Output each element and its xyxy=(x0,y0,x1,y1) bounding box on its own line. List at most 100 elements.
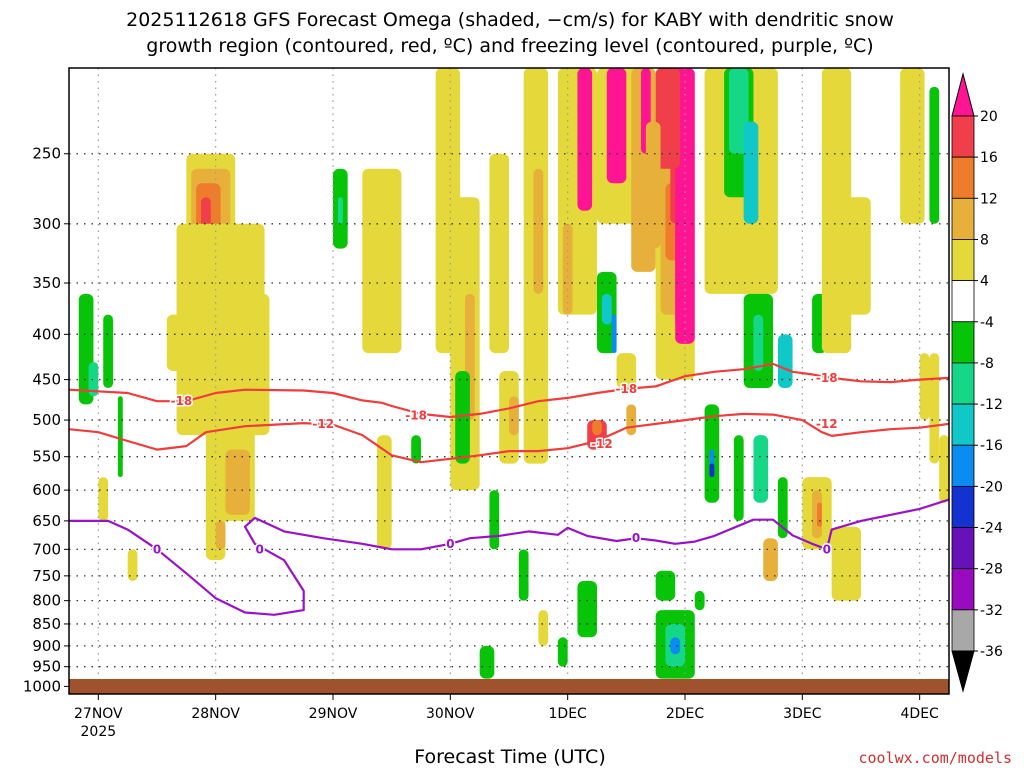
y-tick-label: 350 xyxy=(32,274,61,292)
omega-cell xyxy=(538,610,549,646)
contour-line-dgz_-18 xyxy=(69,362,949,419)
x-tick-label: 27NOV xyxy=(74,706,123,722)
omega-cell xyxy=(337,197,343,224)
x-tick-label: 29NOV xyxy=(309,706,358,722)
contour-label: 0 xyxy=(446,537,454,551)
colorbar-bottom-cap xyxy=(951,650,975,693)
colorbar-swatch xyxy=(951,444,975,487)
omega-cell xyxy=(509,396,519,436)
x-tick-label: 28NOV xyxy=(191,706,240,722)
contour-label: 0 xyxy=(153,542,161,556)
omega-cell xyxy=(362,168,402,354)
colorbar-swatch xyxy=(951,197,975,240)
plot-frame xyxy=(68,67,950,695)
omega-shading xyxy=(78,68,949,679)
contour-line-freezing_0 xyxy=(69,498,949,616)
colorbar-label: -8 xyxy=(980,356,994,372)
omega-cell xyxy=(533,168,544,294)
y-tick-label: 750 xyxy=(32,567,61,585)
omega-cell xyxy=(225,449,250,515)
colorbar-swatch xyxy=(951,527,975,570)
colorbar-label: -28 xyxy=(980,562,1003,578)
colorbar-swatch xyxy=(951,362,975,405)
omega-cell xyxy=(729,68,749,154)
omega-cell xyxy=(675,223,681,325)
x-axis-label: Forecast Time (UTC) xyxy=(414,746,605,768)
x-tick-sublabel: 2025 xyxy=(81,724,117,740)
omega-cell xyxy=(626,404,637,436)
plot-area: -18 -18 -18 -18 -12 -12 -12 0 0 0 0 0 xyxy=(69,68,949,694)
colorbar-swatch xyxy=(951,239,975,282)
colorbar-swatch xyxy=(951,609,975,652)
omega-cell xyxy=(489,490,500,550)
omega-cell xyxy=(753,314,764,371)
omega-cell xyxy=(655,570,676,601)
omega-cell xyxy=(592,420,602,436)
chart-title-line-2: growth region (contoured, red, ºC) and f… xyxy=(146,35,873,57)
colorbar-label: 20 xyxy=(980,109,998,125)
contour-label: -12 xyxy=(591,437,613,451)
colorbar-label: -20 xyxy=(980,479,1003,495)
omega-cell xyxy=(88,362,99,397)
colorbar-swatch xyxy=(951,115,975,158)
omega-cell xyxy=(557,637,568,667)
x-tick-label: 3DEC xyxy=(783,706,822,722)
y-tick-label: 800 xyxy=(32,592,61,610)
terrain-surface xyxy=(69,679,949,694)
colorbar-top-cap xyxy=(951,72,975,117)
omega-cell xyxy=(377,435,392,550)
colorbar-label: 4 xyxy=(980,274,989,290)
omega-cell xyxy=(103,314,113,389)
x-tick-label: 2DEC xyxy=(666,706,705,722)
y-tick-label: 450 xyxy=(32,371,61,389)
omega-cell xyxy=(616,353,637,389)
omega-cell xyxy=(753,435,769,503)
omega-cell xyxy=(606,68,627,184)
y-axis-ticks: 250 300 350 400 450 500 550 600 650 700 750 800 850 9… xyxy=(23,145,69,695)
colorbar-swatch xyxy=(951,156,975,199)
colorbar-label: -24 xyxy=(980,521,1003,537)
x-tick-label: 4DEC xyxy=(901,706,940,722)
x-tick-label: 1DEC xyxy=(549,706,588,722)
omega-cell xyxy=(98,477,109,521)
grid-lines xyxy=(69,68,949,694)
omega-cell xyxy=(249,293,270,436)
contour-label: 0 xyxy=(255,542,263,556)
omega-cell xyxy=(929,353,940,464)
omega-cell xyxy=(655,68,681,169)
y-tick-label: 650 xyxy=(32,512,61,530)
omega-cell xyxy=(817,502,822,527)
omega-cell xyxy=(176,223,265,436)
chart-title-line-1: 2025112618 GFS Forecast Omega (shaded, −… xyxy=(126,9,894,31)
omega-cell xyxy=(435,68,461,354)
y-tick-label: 1000 xyxy=(23,677,61,695)
omega-cell xyxy=(577,68,593,211)
omega-cell xyxy=(919,353,930,421)
y-tick-label: 300 xyxy=(32,215,61,233)
y-tick-label: 950 xyxy=(32,658,61,676)
y-tick-label: 700 xyxy=(32,540,61,558)
omega-cell xyxy=(645,121,661,249)
colorbar-label: -32 xyxy=(980,603,1003,619)
omega-cell xyxy=(601,293,612,325)
contour-label: 0 xyxy=(823,542,831,556)
contour-label: -12 xyxy=(312,417,334,431)
omega-cell xyxy=(939,435,949,503)
omega-cell xyxy=(670,637,681,655)
contour-label: -18 xyxy=(405,408,427,422)
omega-cell xyxy=(777,334,793,389)
omega-cell xyxy=(733,435,744,521)
y-tick-label: 850 xyxy=(32,615,61,633)
colorbar-label: 8 xyxy=(980,232,989,248)
omega-cell xyxy=(489,153,509,354)
colorbar-label: -16 xyxy=(980,438,1003,454)
colorbar-label: 12 xyxy=(980,191,998,207)
x-tick-label: 30NOV xyxy=(426,706,475,722)
colorbar-swatch xyxy=(951,280,975,323)
colorbar: 20 16 12 8 4 -4 -8 -12 -16 -20 -24 -28 -32 -36 xyxy=(951,72,1003,693)
omega-cell xyxy=(127,549,138,581)
y-tick-label: 900 xyxy=(32,637,61,655)
omega-cell xyxy=(763,538,778,581)
y-tick-label: 550 xyxy=(32,448,61,466)
colorbar-label: -4 xyxy=(980,315,994,331)
